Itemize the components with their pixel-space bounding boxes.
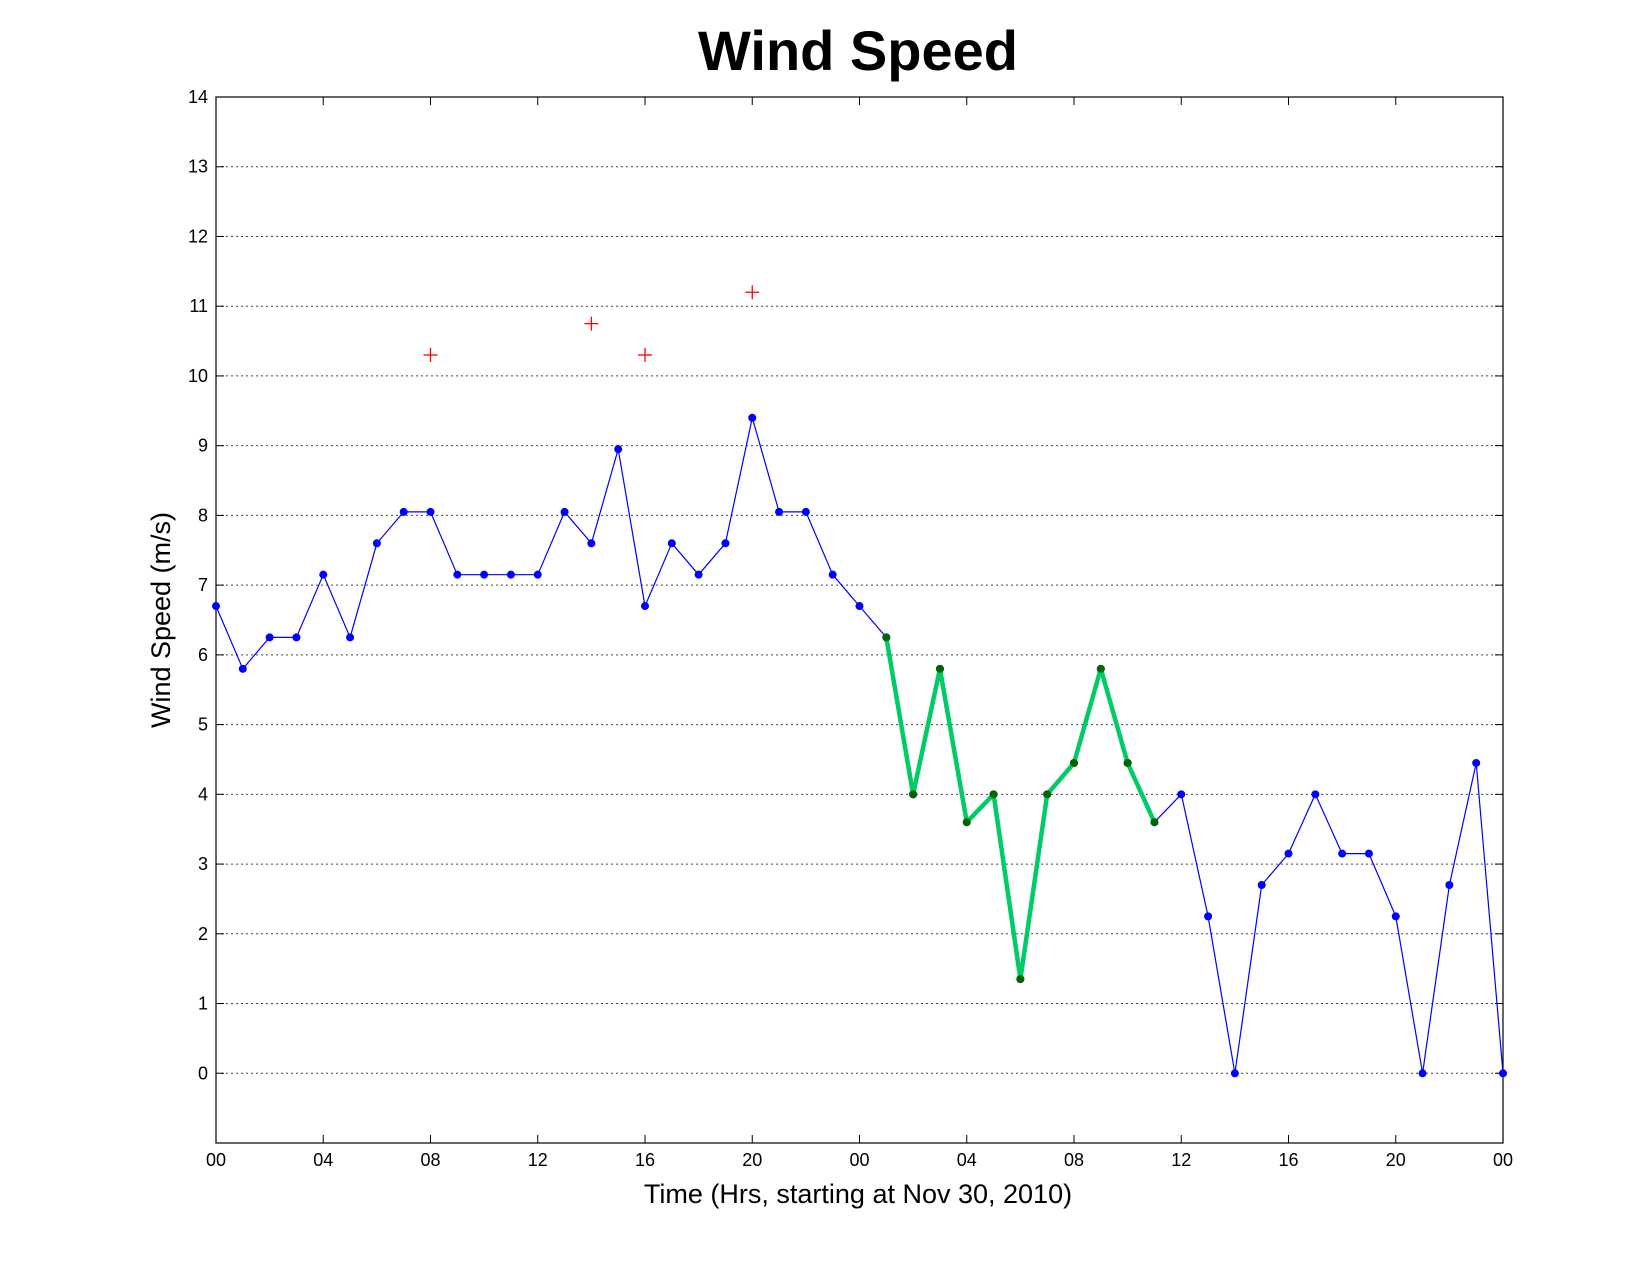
series-0-point <box>238 664 247 673</box>
series-0-point <box>1311 790 1320 799</box>
series-0-point <box>1257 880 1266 889</box>
outlier-point <box>745 285 760 300</box>
x-tick-label: 20 <box>1386 1150 1406 1170</box>
series-0-point <box>694 570 703 579</box>
y-tick-label: 3 <box>198 854 208 874</box>
series-0-point <box>1230 1069 1239 1078</box>
series-0-point <box>1364 849 1373 858</box>
x-tick-label: 20 <box>742 1150 762 1170</box>
series-1-line <box>884 637 1157 982</box>
series-1-point <box>1123 758 1132 767</box>
series-layer <box>212 285 1507 1078</box>
series-0-point <box>1445 880 1454 889</box>
series-0-point <box>533 570 542 579</box>
series-1-point <box>1016 975 1025 984</box>
series-0-point <box>1472 758 1481 767</box>
y-tick-label: 10 <box>188 366 208 386</box>
series-0-point <box>667 539 676 548</box>
series-0-point <box>426 507 435 516</box>
y-tick-label: 1 <box>198 994 208 1014</box>
series-0-point <box>721 539 730 548</box>
series-0-point <box>399 507 408 516</box>
series-0-line <box>215 417 1504 1074</box>
series-1-point <box>935 664 944 673</box>
series-0-point <box>641 602 649 611</box>
series-0-point <box>1284 849 1293 858</box>
outlier-point <box>584 316 599 331</box>
x-tick-label: 00 <box>1493 1150 1513 1170</box>
series-0-point <box>1204 912 1213 921</box>
y-tick-label: 14 <box>188 87 208 107</box>
x-tick-label: 12 <box>1171 1150 1191 1170</box>
series-1-point <box>1070 758 1078 767</box>
series-1-point <box>989 790 998 799</box>
x-tick-label: 04 <box>957 1150 977 1170</box>
series-0-point <box>775 507 784 516</box>
y-tick-label: 11 <box>189 296 208 316</box>
series-0-point <box>453 570 462 579</box>
series-0-point <box>560 507 569 516</box>
x-axis-label: Time (Hrs, starting at Nov 30, 2010) <box>644 1179 1072 1209</box>
x-tick-label: 08 <box>1064 1150 1084 1170</box>
x-tick-label: 04 <box>313 1150 333 1170</box>
y-tick-label: 2 <box>198 924 208 944</box>
series-1-point <box>1150 818 1159 827</box>
y-tick-label: 9 <box>198 436 208 456</box>
plot-frame <box>215 96 1504 1144</box>
x-tick-label: 16 <box>635 1150 655 1170</box>
x-tick-label: 08 <box>420 1150 440 1170</box>
x-tick-label: 00 <box>849 1150 869 1170</box>
outlier-point <box>423 348 438 363</box>
series-0-point <box>1418 1069 1427 1078</box>
y-tick-label: 5 <box>198 715 208 735</box>
series-1-point <box>1096 664 1105 673</box>
series-0-point <box>506 570 515 579</box>
y-axis-label: Wind Speed (m/s) <box>146 512 176 728</box>
x-tick-label: 16 <box>1278 1150 1298 1170</box>
series-0-point <box>372 539 381 548</box>
y-tick-label: 13 <box>188 157 208 177</box>
series-0-point <box>1391 912 1400 921</box>
series-0-point <box>614 445 623 454</box>
series-0-point <box>1177 790 1186 799</box>
series-1-point <box>962 818 971 827</box>
series-0-point <box>346 633 355 642</box>
y-tick-label: 6 <box>198 645 208 665</box>
series-0-point <box>801 507 810 516</box>
series-1-point <box>1043 790 1052 799</box>
series-0-point <box>587 539 596 548</box>
series-1-point <box>882 633 891 642</box>
series-0-point <box>748 413 757 422</box>
y-tick-label: 0 <box>198 1063 208 1083</box>
series-0-point <box>855 602 864 611</box>
series-0-point <box>212 602 220 611</box>
y-tick-label: 12 <box>188 226 208 246</box>
x-tick-label: 12 <box>528 1150 548 1170</box>
y-tick-label: 8 <box>198 505 208 525</box>
series-0-point <box>265 633 274 642</box>
series-0-point <box>1499 1069 1507 1078</box>
series-0-point <box>292 633 301 642</box>
chart-title: Wind Speed <box>698 19 1018 82</box>
x-tick-label: 00 <box>206 1150 226 1170</box>
outlier-point <box>638 348 652 363</box>
series-1-point <box>909 790 918 799</box>
grid-layer <box>216 166 1503 1074</box>
series-0-point <box>828 570 837 579</box>
series-0-point <box>1338 849 1347 858</box>
y-tick-label: 7 <box>198 575 208 595</box>
y-tick-label: 4 <box>198 784 208 804</box>
series-0-point <box>319 570 328 579</box>
series-0-point <box>480 570 489 579</box>
